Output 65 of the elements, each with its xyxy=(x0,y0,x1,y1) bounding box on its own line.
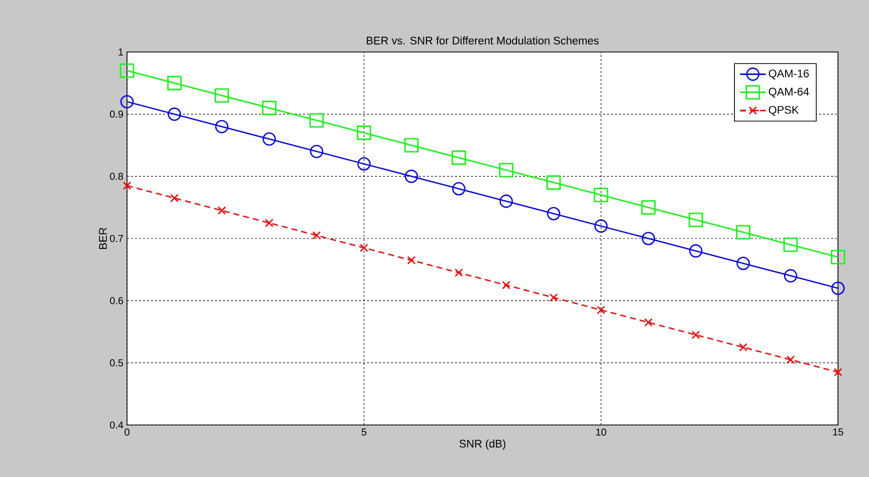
point xyxy=(312,231,321,240)
point xyxy=(404,170,418,183)
x-tick-label: 10 xyxy=(596,428,606,436)
point xyxy=(786,356,795,364)
x-tick-label: 15 xyxy=(833,428,844,436)
point xyxy=(500,194,513,208)
point xyxy=(783,238,798,252)
point xyxy=(356,126,372,140)
point xyxy=(262,132,276,146)
point xyxy=(549,293,558,302)
legend-label: QAM-64 xyxy=(768,88,809,98)
point xyxy=(122,181,132,190)
point xyxy=(644,318,653,327)
point xyxy=(546,175,561,190)
point xyxy=(642,232,656,246)
y-tick-label: 0.9 xyxy=(110,110,124,118)
point xyxy=(214,88,229,103)
point xyxy=(215,120,228,134)
point xyxy=(502,280,510,290)
point xyxy=(830,250,846,264)
x-tick-label: 0 xyxy=(124,428,130,436)
y-tick-label: 0.8 xyxy=(110,172,124,180)
point xyxy=(360,244,368,252)
point xyxy=(357,157,371,171)
point xyxy=(499,162,514,178)
point xyxy=(452,182,466,196)
point xyxy=(594,219,608,233)
point xyxy=(596,306,606,314)
point xyxy=(688,212,703,227)
point xyxy=(168,108,182,121)
y-tick-label: 1 xyxy=(118,48,123,56)
point xyxy=(692,330,700,340)
legend-label: QAM-16 xyxy=(768,70,809,80)
point xyxy=(641,200,656,215)
point xyxy=(736,225,750,240)
point xyxy=(594,188,608,202)
point xyxy=(739,343,748,352)
point xyxy=(452,150,466,165)
y-tick-label: 0.6 xyxy=(110,297,124,304)
point xyxy=(546,206,560,220)
point xyxy=(404,138,419,152)
x-tick-label: 5 xyxy=(362,428,366,436)
point xyxy=(262,100,276,116)
point xyxy=(834,368,842,376)
y-axis-title: BER xyxy=(99,228,107,249)
chart-title: BER vs. SNR for Different Modulation Schemes xyxy=(366,36,599,44)
point xyxy=(736,256,750,270)
point xyxy=(309,113,324,128)
point xyxy=(120,64,134,78)
point xyxy=(218,206,226,215)
point xyxy=(310,144,324,158)
point xyxy=(120,95,134,108)
point xyxy=(454,268,463,277)
point xyxy=(265,218,274,228)
point xyxy=(784,269,798,282)
y-tick-label: 0.4 xyxy=(110,421,124,429)
x-axis-title: SNR (dB) xyxy=(459,439,506,450)
point xyxy=(170,194,179,202)
legend-label: QPSK xyxy=(768,106,799,116)
y-tick-label: 0.5 xyxy=(110,359,124,366)
point xyxy=(831,282,845,295)
point xyxy=(167,76,182,90)
y-tick-label: 0.7 xyxy=(110,234,123,242)
point xyxy=(407,256,416,264)
point xyxy=(689,244,702,258)
